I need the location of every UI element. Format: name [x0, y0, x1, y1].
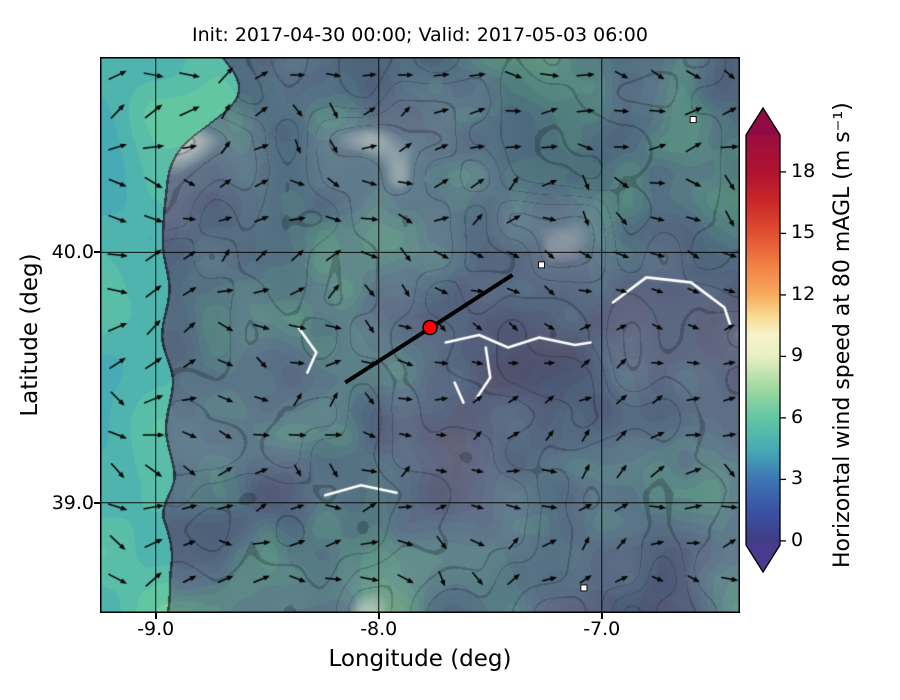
poi-marker	[689, 116, 697, 124]
poi-marker	[538, 261, 545, 269]
y-axis-label: Latitude (deg)	[17, 253, 43, 417]
figure-title: Init: 2017-04-30 00:00; Valid: 2017-05-0…	[192, 24, 648, 46]
colorbar-gradient	[746, 135, 780, 545]
colorbar-outline	[745, 106, 781, 574]
colorbar-label: Horizontal wind speed at 80 mAGL (m s⁻¹)	[830, 102, 855, 568]
map-border	[100, 57, 740, 613]
x-tick-mark	[154, 613, 157, 619]
colorbar-tick-label: 9	[791, 344, 804, 367]
map-overlay-svg	[100, 57, 740, 613]
colorbar	[745, 106, 786, 574]
poi-marker	[580, 584, 588, 592]
colorbar-tick-label: 3	[791, 467, 804, 490]
x-tick-label: -7.0	[583, 618, 621, 640]
site-marker	[422, 319, 438, 336]
colorbar-tick-label: 15	[791, 221, 816, 244]
x-tick-mark	[377, 613, 380, 619]
colorbar-under-arrow	[746, 545, 780, 572]
x-axis-label: Longitude (deg)	[328, 646, 512, 672]
y-tick-label: 39.0	[51, 491, 94, 514]
y-tick-mark	[94, 501, 100, 504]
x-tick-label: -8.0	[360, 618, 398, 640]
colorbar-tick-label: 12	[791, 282, 816, 305]
x-tick-label: -9.0	[137, 618, 175, 640]
colorbar-tick-label: 0	[791, 528, 804, 551]
y-tick-label: 40.0	[51, 241, 94, 264]
colorbar-tick-label: 18	[791, 159, 816, 182]
colorbar-tick-label: 6	[791, 405, 804, 428]
y-tick-mark	[94, 251, 100, 254]
x-tick-mark	[600, 613, 603, 619]
colorbar-over-arrow	[746, 108, 780, 135]
